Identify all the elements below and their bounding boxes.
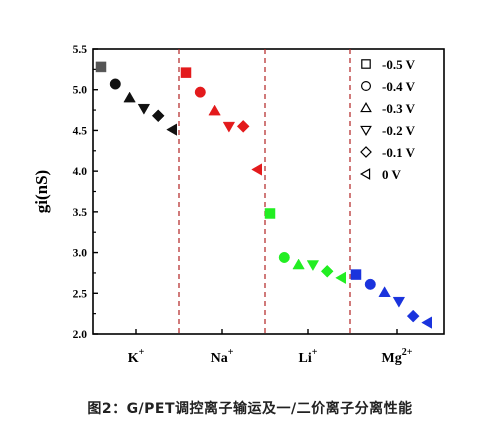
data-point-k xyxy=(166,123,177,136)
data-point-li xyxy=(278,251,290,263)
data-point-mg2 xyxy=(364,278,376,290)
data-point-na xyxy=(208,104,221,116)
legend-marker xyxy=(361,59,371,69)
data-point-mg2 xyxy=(392,296,406,308)
x-tick-label: Li+ xyxy=(299,347,318,366)
y-tick-label: 5.5 xyxy=(73,44,88,56)
data-point-mg2 xyxy=(350,269,362,280)
data-point-li xyxy=(320,264,334,278)
y-tick-label: 3.5 xyxy=(73,207,88,219)
data-point-na xyxy=(180,67,192,78)
data-point-k xyxy=(137,103,151,115)
y-tick-label: 2.0 xyxy=(73,329,88,341)
legend-label: -0.3 V xyxy=(382,101,416,116)
data-point-li xyxy=(292,258,305,270)
legend-label: -0.2 V xyxy=(382,123,416,138)
legend-marker xyxy=(360,80,372,92)
y-tick-label: 4.0 xyxy=(73,166,88,178)
legend-label: -0.5 V xyxy=(382,57,416,72)
x-tick-label: Mg2+ xyxy=(382,347,413,366)
legend-label: 0 V xyxy=(382,167,402,182)
y-axis-label: gi(nS) xyxy=(32,170,51,213)
legend-marker xyxy=(360,125,372,137)
y-tick-label: 3.0 xyxy=(73,248,88,260)
data-point-mg2 xyxy=(421,316,432,329)
legend-marker xyxy=(359,168,371,180)
chart: 2.0 2.5 3.0 3.5 4.0 4.5 5.0 5.5 gi(nS) K+ Na+ Li+ Mg… xyxy=(32,44,445,366)
data-point-li xyxy=(306,260,320,272)
data-point-k xyxy=(123,91,136,103)
data-point-na xyxy=(222,121,236,133)
x-tick-label: K+ xyxy=(128,347,145,366)
y-tick-label: 4.5 xyxy=(73,125,88,137)
data-point-k xyxy=(95,61,107,73)
y-tick-label: 2.5 xyxy=(73,288,88,300)
legend-marker xyxy=(360,101,372,113)
x-tick-label: Na+ xyxy=(211,347,234,366)
data-point-na xyxy=(251,163,262,176)
legend-label: -0.1 V xyxy=(382,145,416,160)
data-point-li xyxy=(264,208,276,219)
data-point-na xyxy=(194,86,206,98)
figure-caption: 图2：G/PET调控离子输运及一/二价离子分离性能 xyxy=(87,401,413,417)
legend-marker xyxy=(360,146,372,158)
y-tick-label: 5.0 xyxy=(73,85,88,97)
data-point-mg2 xyxy=(378,286,391,297)
data-point-li xyxy=(335,271,346,284)
data-point-k xyxy=(109,78,121,90)
data-point-k xyxy=(151,109,165,123)
legend-label: -0.4 V xyxy=(382,79,416,94)
data-point-mg2 xyxy=(406,309,420,323)
data-point-na xyxy=(236,120,250,133)
